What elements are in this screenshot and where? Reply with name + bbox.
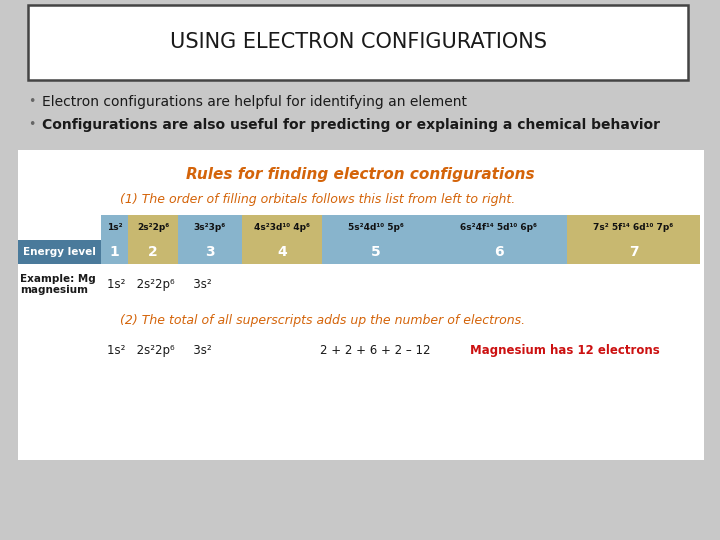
Bar	[178, 215, 242, 240]
Text: 5: 5	[371, 245, 381, 259]
Text: •: •	[28, 118, 35, 131]
Text: 1s²   2s²2p⁶     3s²: 1s² 2s²2p⁶ 3s²	[107, 278, 212, 291]
Text: Energy level: Energy level	[23, 247, 96, 257]
Bar	[242, 240, 322, 264]
Text: 4s²3d¹⁰ 4p⁶: 4s²3d¹⁰ 4p⁶	[254, 223, 310, 232]
Text: 2 + 2 + 6 + 2 – 12: 2 + 2 + 6 + 2 – 12	[320, 344, 431, 357]
Text: 1s²: 1s²	[107, 223, 122, 232]
Text: 1: 1	[109, 245, 120, 259]
Text: 7s² 5f¹⁴ 6d¹⁰ 7p⁶: 7s² 5f¹⁴ 6d¹⁰ 7p⁶	[593, 223, 674, 232]
Bar	[18, 240, 101, 264]
Text: 3s²3p⁶: 3s²3p⁶	[194, 223, 226, 232]
Bar	[18, 150, 704, 460]
Text: 5s²4d¹⁰ 5p⁶: 5s²4d¹⁰ 5p⁶	[348, 223, 404, 232]
Bar	[430, 240, 567, 264]
Text: Example: Mg: Example: Mg	[20, 274, 96, 284]
Text: Rules for finding electron configurations: Rules for finding electron configuration…	[186, 167, 534, 182]
Text: 4: 4	[277, 245, 287, 259]
Text: 7: 7	[629, 245, 639, 259]
Text: 2: 2	[148, 245, 158, 259]
Bar	[178, 240, 242, 264]
Text: 3: 3	[205, 245, 215, 259]
Bar	[430, 215, 567, 240]
Bar	[567, 240, 700, 264]
Text: 6s²4f¹⁴ 5d¹⁰ 6p⁶: 6s²4f¹⁴ 5d¹⁰ 6p⁶	[460, 223, 537, 232]
Text: Electron configurations are helpful for identifying an element: Electron configurations are helpful for …	[42, 95, 467, 109]
Text: (2) The total of all superscripts adds up the number of electrons.: (2) The total of all superscripts adds u…	[120, 314, 525, 327]
Text: Magnesium has 12 electrons: Magnesium has 12 electrons	[470, 344, 660, 357]
Bar	[101, 240, 128, 264]
Bar	[567, 215, 700, 240]
Text: Configurations are also useful for predicting or explaining a chemical behavior: Configurations are also useful for predi…	[42, 118, 660, 132]
Text: (1) The order of filling orbitals follows this list from left to right.: (1) The order of filling orbitals follow…	[120, 193, 516, 206]
Bar	[128, 240, 178, 264]
Text: 2s²2p⁶: 2s²2p⁶	[137, 223, 169, 232]
Text: USING ELECTRON CONFIGURATIONS: USING ELECTRON CONFIGURATIONS	[169, 32, 546, 52]
Text: magnesium: magnesium	[20, 285, 88, 295]
Bar	[242, 215, 322, 240]
Text: 1s²   2s²2p⁶     3s²: 1s² 2s²2p⁶ 3s²	[107, 344, 212, 357]
Text: 6: 6	[494, 245, 503, 259]
Bar	[322, 240, 430, 264]
Bar	[128, 215, 178, 240]
Bar	[101, 215, 128, 240]
Bar	[28, 5, 688, 80]
Bar	[322, 215, 430, 240]
Text: •: •	[28, 95, 35, 108]
